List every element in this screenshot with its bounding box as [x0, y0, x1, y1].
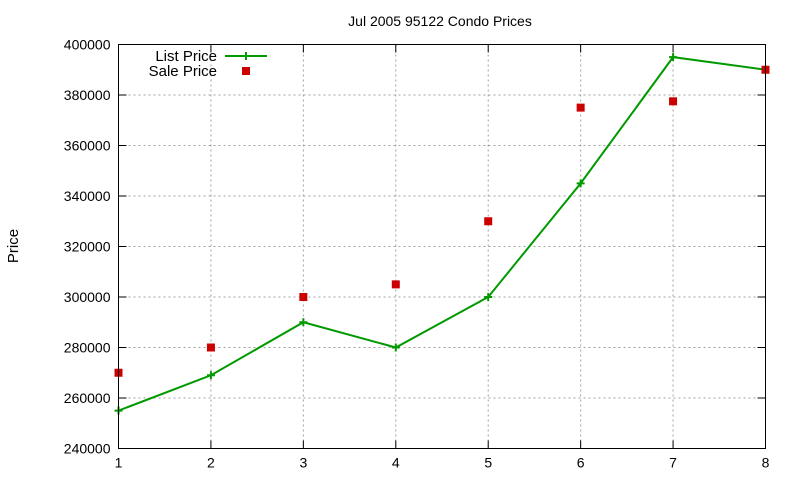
axis-ticks: [118, 44, 766, 449]
legend-marker-list-price: [242, 52, 250, 60]
legend: List Price Sale Price: [149, 48, 267, 80]
list-price-point: [206, 371, 215, 380]
sale-price-point: [391, 280, 400, 289]
series-layer: [114, 53, 770, 415]
x-tick-label: 4: [392, 455, 400, 471]
sale-price-point: [576, 103, 585, 112]
y-tick-label: 320000: [64, 239, 111, 255]
chart-title: Jul 2005 95122 Condo Prices: [348, 13, 532, 29]
plot-frame: [118, 44, 766, 449]
legend-label-sale-price: Sale Price: [149, 63, 217, 80]
tick-labels: 240000 260000 280000 300000 320000 340000 3600…: [64, 37, 770, 471]
sale-price-point: [299, 293, 308, 301]
list-price-point: [299, 318, 308, 327]
list-price-point: [484, 293, 493, 301]
y-tick-label: 260000: [64, 390, 111, 406]
y-tick-label: 360000: [64, 138, 111, 154]
list-price-point: [669, 53, 678, 62]
x-tick-label: 1: [115, 455, 123, 471]
y-tick-label: 340000: [64, 188, 111, 204]
y-axis-title: Price: [5, 229, 22, 263]
y-tick-label: 280000: [64, 340, 111, 356]
y-tick-label: 240000: [64, 441, 111, 457]
x-tick-label: 6: [577, 455, 585, 471]
y-tick-label: 380000: [64, 87, 111, 103]
list-price-point: [576, 179, 585, 188]
sale-price-point: [484, 217, 493, 226]
x-tick-label: 8: [762, 455, 770, 471]
x-tick-label: 7: [669, 455, 677, 471]
sale-price-point: [669, 97, 678, 106]
x-tick-label: 5: [484, 455, 492, 471]
x-tick-label: 2: [207, 455, 215, 471]
y-tick-label: 400000: [64, 37, 111, 53]
legend-marker-sale-price: [242, 67, 250, 75]
legend-label-list-price: List Price: [155, 48, 217, 65]
list-price-point: [391, 343, 400, 352]
series-line-list-price: [118, 56, 766, 412]
x-tick-label: 3: [299, 455, 307, 471]
sale-price-point: [206, 343, 215, 352]
y-tick-label: 300000: [64, 289, 111, 305]
grid-lines: [118, 44, 766, 449]
